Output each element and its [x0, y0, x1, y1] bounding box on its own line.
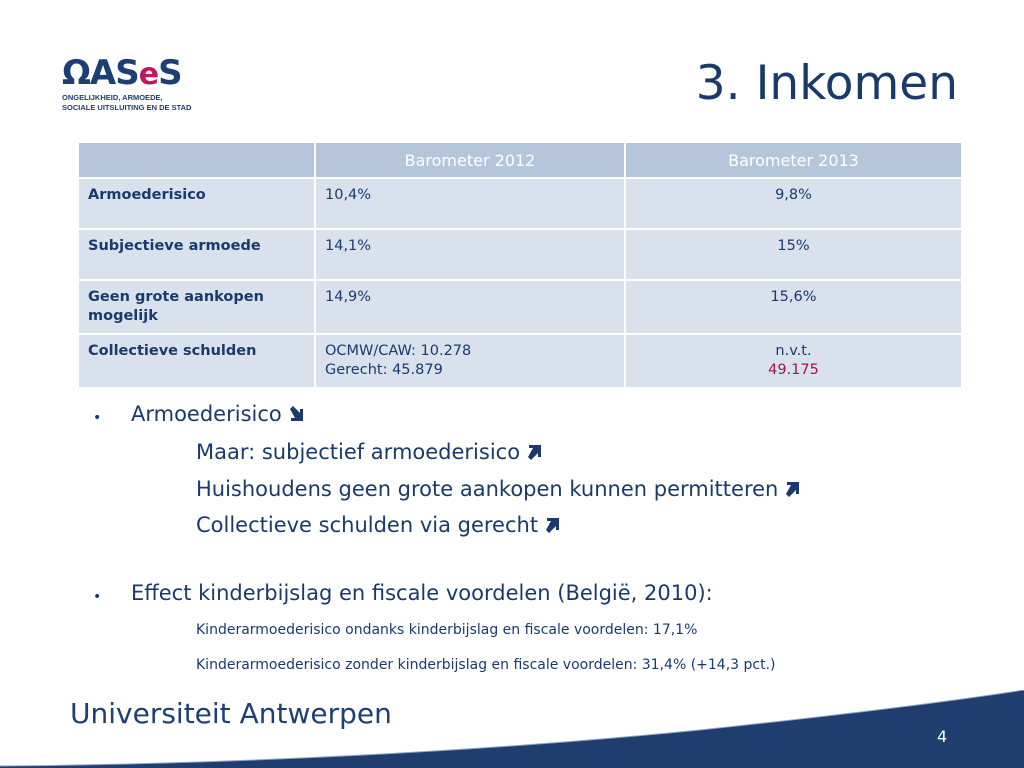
table-row: Geen grote aankopen mogelijk 14,9% 15,6%	[77, 279, 963, 335]
sub-bullet-small: Kinderarmoederisico ondanks kinderbijsla…	[196, 622, 698, 638]
logo-wordmark: ΩASeS	[62, 53, 183, 93]
value-2013-line1: n.v.t.	[775, 343, 812, 359]
row-label-subjectieve-armoede: Subjectieve armoede	[77, 228, 316, 281]
table-row: Subjectieve armoede 14,1% 15%	[77, 228, 963, 281]
value-2012: 10,4%	[314, 177, 626, 230]
arrow-up-right-icon	[786, 482, 800, 497]
table-row: Collectieve schulden OCMW/CAW: 10.278 Ge…	[77, 333, 963, 389]
logo-subtitle-line1: ONGELIJKHEID, ARMOEDE,	[62, 93, 163, 102]
value-2012-line1: OCMW/CAW: 10.278	[325, 343, 472, 359]
bullet-dot: •	[93, 410, 102, 426]
value-2013-line2: 49.175	[768, 362, 819, 378]
value-2012: OCMW/CAW: 10.278 Gerecht: 45.879	[314, 333, 626, 389]
slide-title: 3. Inkomen	[695, 56, 958, 111]
sub-bullet-small: Kinderarmoederisico zonder kinderbijslag…	[196, 657, 776, 673]
value-2013: 9,8%	[624, 177, 963, 230]
row-label-collectieve-schulden: Collectieve schulden	[77, 333, 316, 389]
value-2012-line2: Gerecht: 45.879	[325, 362, 443, 378]
table-header-2012: Barometer 2012	[314, 141, 626, 179]
value-2012: 14,9%	[314, 279, 626, 335]
barometer-table: Barometer 2012 Barometer 2013 Armoederis…	[77, 141, 963, 389]
sub-bullet: Maar: subjectief armoederisico	[196, 440, 542, 464]
oases-logo: ΩASeS ONGELIJKHEID, ARMOEDE, SOCIALE UIT…	[62, 56, 232, 112]
arrow-up-right-icon	[546, 518, 560, 533]
row-label-geen-grote-aankopen: Geen grote aankopen mogelijk	[77, 279, 316, 335]
bullet-armoederisico: Armoederisico	[131, 402, 304, 426]
university-name: Universiteit Antwerpen	[70, 697, 392, 730]
arrow-down-right-icon	[289, 406, 303, 421]
value-2013: 15%	[624, 228, 963, 281]
value-2013: 15,6%	[624, 279, 963, 335]
value-2012: 14,1%	[314, 228, 626, 281]
value-2013: n.v.t. 49.175	[624, 333, 963, 389]
row-label-armoederisico: Armoederisico	[77, 177, 316, 230]
sub-bullet: Collectieve schulden via gerecht	[196, 513, 560, 537]
footer-band	[0, 690, 1024, 768]
table-row: Armoederisico 10,4% 9,8%	[77, 177, 963, 230]
arrow-up-right-icon	[528, 445, 542, 460]
table-header-empty	[77, 141, 316, 179]
logo-subtitle-line2: SOCIALE UITSLUITING EN DE STAD	[62, 103, 192, 112]
page-number: 4	[937, 727, 948, 746]
table-header-row: Barometer 2012 Barometer 2013	[77, 141, 963, 179]
table-header-2013: Barometer 2013	[624, 141, 963, 179]
bullet-dot: •	[93, 589, 102, 605]
bullet-effect-kinderbijslag: Effect kinderbijslag en fiscale voordele…	[131, 581, 713, 605]
sub-bullet: Huishoudens geen grote aankopen kunnen p…	[196, 477, 800, 501]
